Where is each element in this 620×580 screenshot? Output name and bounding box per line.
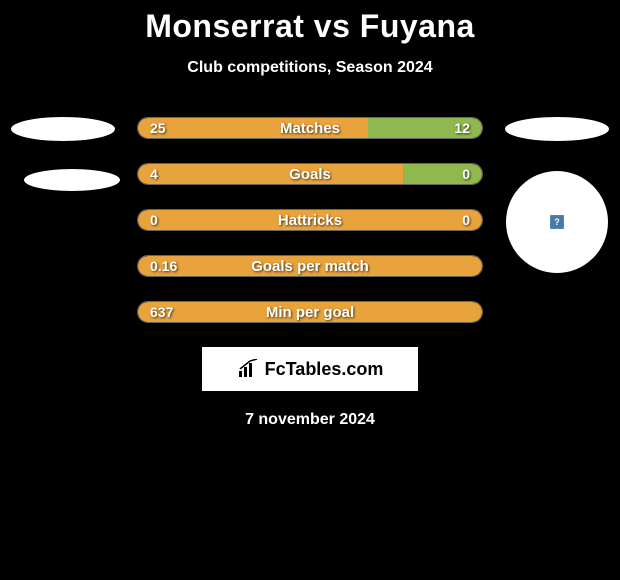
stat-label: Hattricks <box>138 212 482 229</box>
avatar-placeholder-icon <box>505 117 609 141</box>
badge-placeholder-icon <box>24 169 120 191</box>
right-avatar-group: ? <box>502 117 612 273</box>
stat-label: Min per goal <box>138 304 482 321</box>
logo-content: FcTables.com <box>237 359 384 380</box>
stat-right-value: 12 <box>454 120 470 136</box>
team-badge-icon: ? <box>506 171 608 273</box>
stat-bar-mpg: 637 Min per goal <box>137 301 483 323</box>
stat-label: Goals <box>138 166 482 183</box>
question-icon: ? <box>550 215 564 229</box>
stat-label: Goals per match <box>138 258 482 275</box>
subtitle: Club competitions, Season 2024 <box>0 59 620 77</box>
stat-right-value: 0 <box>462 212 470 228</box>
stats-bars: 25 Matches 12 4 Goals 0 0 Hattricks 0 0.… <box>137 117 483 323</box>
page-title: Monserrat vs Fuyana <box>0 8 620 45</box>
chart-icon <box>237 359 261 379</box>
main-container: Monserrat vs Fuyana Club competitions, S… <box>0 0 620 429</box>
logo-box[interactable]: FcTables.com <box>202 347 418 391</box>
stat-label: Matches <box>138 120 482 137</box>
stat-right-value: 0 <box>462 166 470 182</box>
stat-bar-goals: 4 Goals 0 <box>137 163 483 185</box>
logo-text: FcTables.com <box>265 359 384 380</box>
stat-bar-hattricks: 0 Hattricks 0 <box>137 209 483 231</box>
stats-area: ? 25 Matches 12 4 Goals 0 0 Hattric <box>0 117 620 429</box>
date-text: 7 november 2024 <box>0 411 620 429</box>
stat-bar-gpm: 0.16 Goals per match <box>137 255 483 277</box>
stat-bar-matches: 25 Matches 12 <box>137 117 483 139</box>
avatar-placeholder-icon <box>11 117 115 141</box>
left-avatar-group <box>8 117 118 191</box>
